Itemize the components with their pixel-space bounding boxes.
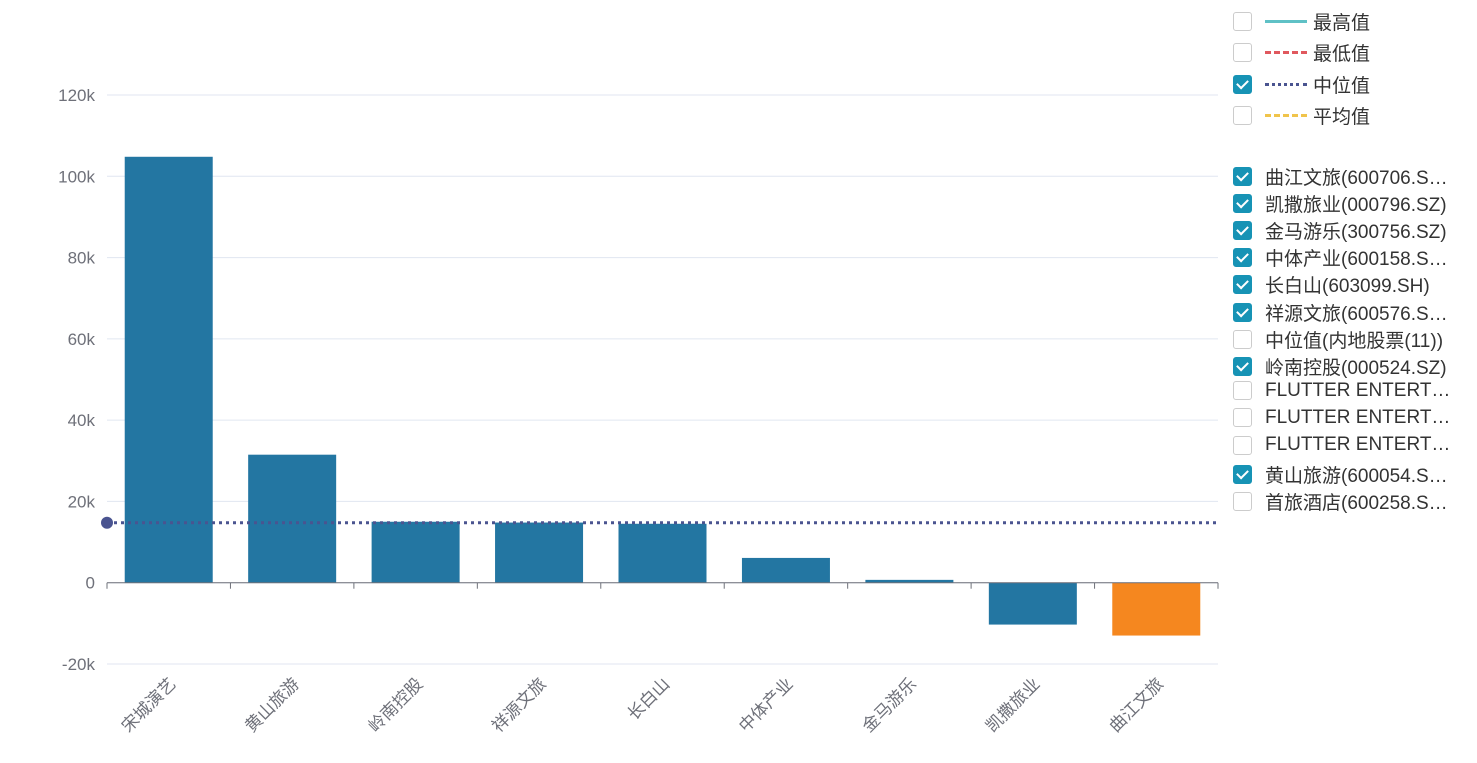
legend-item[interactable]: 金马游乐(300756.SZ) xyxy=(1233,217,1447,244)
legend-item[interactable]: 首旅酒店(600258.S… xyxy=(1233,488,1448,515)
legend-label: 曲江文旅(600706.S… xyxy=(1265,168,1448,189)
x-tick-label: 祥源文旅 xyxy=(488,674,550,736)
bar xyxy=(865,579,954,583)
legend-item[interactable]: 中位值(内地股票(11)) xyxy=(1233,326,1443,353)
checkbox[interactable] xyxy=(1233,43,1252,63)
bar xyxy=(1112,582,1201,636)
checkbox[interactable] xyxy=(1233,74,1252,94)
legend-label: 中位值 xyxy=(1313,75,1371,97)
x-tick-label: 中体产业 xyxy=(735,674,797,736)
legend-item[interactable]: 岭南控股(000524.SZ) xyxy=(1233,353,1447,380)
checkbox[interactable] xyxy=(1233,408,1252,428)
median-line-marker xyxy=(101,516,113,529)
checkbox[interactable] xyxy=(1233,167,1252,186)
legend-item[interactable]: 长白山(603099.SH) xyxy=(1233,271,1430,298)
x-tick-label: 金马游乐 xyxy=(859,674,921,736)
checkbox[interactable] xyxy=(1233,12,1252,31)
legend-item[interactable]: 黄山旅游(600054.S… xyxy=(1233,461,1448,488)
legend-label: 中体产业(600158.S… xyxy=(1265,249,1448,271)
checkbox[interactable] xyxy=(1233,194,1252,214)
checkbox[interactable] xyxy=(1233,381,1252,401)
x-tick-label: 长白山 xyxy=(624,674,673,723)
legend-item[interactable]: 平均值 xyxy=(1233,102,1370,129)
legend-label: 中位值(内地股票(11)) xyxy=(1265,330,1444,352)
legend-label: 凯撒旅业(000796.SZ) xyxy=(1265,195,1447,217)
legend-item[interactable]: 曲江文旅(600706.S… xyxy=(1233,163,1448,190)
legend-label: 最高值 xyxy=(1313,13,1371,34)
checkbox[interactable] xyxy=(1233,465,1252,485)
checkbox[interactable] xyxy=(1233,248,1252,268)
checkbox[interactable] xyxy=(1233,329,1252,349)
legend-label: 最低值 xyxy=(1313,44,1371,66)
x-tick-label: 凯撒旅业 xyxy=(982,674,1044,736)
bar xyxy=(988,582,1077,625)
legend-item[interactable]: 祥源文旅(600576.S… xyxy=(1233,299,1448,326)
y-tick-label: 120k xyxy=(58,86,95,105)
legend-item[interactable]: 最高值 xyxy=(1233,8,1370,35)
checkbox[interactable] xyxy=(1233,105,1252,125)
legend-line-icon xyxy=(1265,113,1307,117)
checkbox[interactable] xyxy=(1233,275,1252,295)
y-tick-label: 80k xyxy=(68,249,96,268)
bar xyxy=(248,454,337,583)
legend-label: 岭南控股(000524.SZ) xyxy=(1265,357,1447,379)
legend-item[interactable]: 凯撒旅业(000796.SZ) xyxy=(1233,190,1447,217)
legend-label: 平均值 xyxy=(1313,106,1371,128)
legend-line-icon xyxy=(1265,82,1307,86)
x-tick-label: 黄山旅游 xyxy=(241,674,303,736)
x-tick-label: 岭南控股 xyxy=(365,674,427,736)
legend-item[interactable]: 中体产业(600158.S… xyxy=(1233,244,1448,271)
legend-label: FLUTTER ENTERT… xyxy=(1265,379,1451,401)
legend-label: 长白山(603099.SH) xyxy=(1265,276,1430,298)
bar xyxy=(741,557,830,583)
bar xyxy=(124,156,213,583)
y-tick-label: 40k xyxy=(68,411,96,430)
legend-label: 祥源文旅(600576.S… xyxy=(1265,303,1448,325)
legend-item[interactable]: FLUTTER ENTERT… xyxy=(1233,434,1450,456)
checkbox[interactable] xyxy=(1233,492,1252,512)
legend-label: 黄山旅游(600054.S… xyxy=(1265,466,1448,488)
bar xyxy=(495,522,584,583)
legend-item[interactable]: FLUTTER ENTERT… xyxy=(1233,407,1450,429)
checkbox[interactable] xyxy=(1233,356,1252,376)
legend-label: 首旅酒店(600258.S… xyxy=(1265,493,1448,515)
y-tick-label: 20k xyxy=(68,492,96,511)
legend-line-icon xyxy=(1265,20,1307,23)
bar xyxy=(618,523,707,583)
legend-label: 金马游乐(300756.SZ) xyxy=(1265,222,1447,244)
checkbox[interactable] xyxy=(1233,435,1252,455)
y-tick-label: 0 xyxy=(86,574,95,593)
legend-item[interactable]: 最低值 xyxy=(1233,39,1370,66)
legend-label: FLUTTER ENTERT… xyxy=(1265,434,1451,455)
x-tick-label: 曲江文旅 xyxy=(1106,674,1168,736)
y-tick-label: 60k xyxy=(68,330,96,349)
legend-line-icon xyxy=(1265,51,1307,55)
legend-item[interactable]: 中位值 xyxy=(1233,71,1370,98)
legend-label: FLUTTER ENTERT… xyxy=(1265,406,1451,428)
checkbox[interactable] xyxy=(1233,302,1252,322)
checkbox[interactable] xyxy=(1233,221,1252,241)
bar xyxy=(371,521,460,583)
y-tick-label: -20k xyxy=(62,655,96,674)
legend-item[interactable]: FLUTTER ENTERT… xyxy=(1233,380,1450,402)
x-tick-label: 宋城演艺 xyxy=(118,674,180,736)
bar-chart: -20k 0 20k 40k 60k 80k 100k 120k 宋城演艺 黄山旅游 岭南控股 祥源文… xyxy=(58,86,1219,736)
y-tick-label: 100k xyxy=(58,167,95,186)
